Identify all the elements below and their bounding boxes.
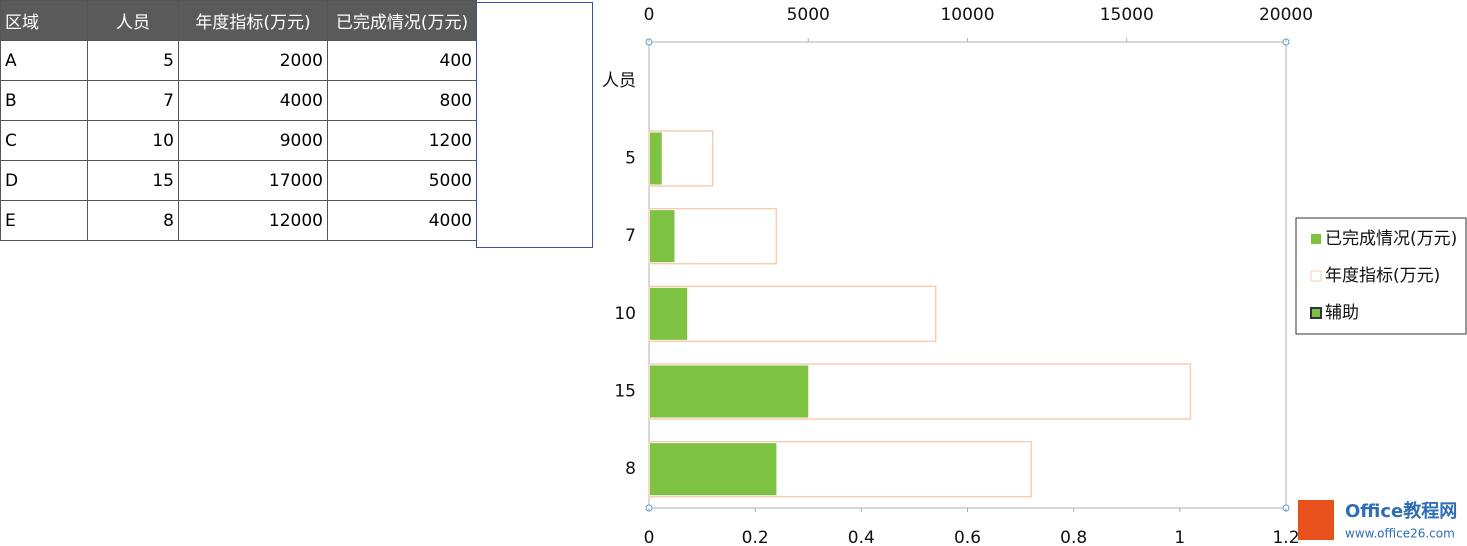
row: A 5 2000 400	[0, 40, 477, 81]
top-tick-label: 0	[644, 5, 655, 25]
watermark-url: www.office26.com	[1345, 527, 1455, 541]
y-tick-label: 人员	[602, 71, 636, 91]
bar	[650, 210, 675, 263]
legend-label: 已完成情况(万元)	[1325, 229, 1457, 249]
header-row: 区域 人员 年度指标(万元) 已完成情况(万元)	[0, 0, 477, 41]
bottom-tick-label: 1	[1174, 528, 1185, 546]
y-tick-label: 5	[625, 149, 636, 169]
cell: C	[0, 120, 88, 161]
legend-swatch	[1310, 270, 1322, 282]
cell: 9000	[178, 120, 328, 161]
cell: 2000	[178, 40, 328, 81]
bottom-tick-label: 1.2	[1272, 528, 1299, 546]
bottom-tick-label: 0.2	[742, 528, 769, 546]
bar	[650, 287, 688, 340]
legend-label: 辅助	[1325, 303, 1359, 323]
cell: 5	[87, 40, 179, 81]
bottom-tick-label: 0	[644, 528, 655, 546]
bar	[650, 443, 777, 496]
y-tick-label: 8	[625, 459, 636, 479]
row: E 8 12000 4000	[0, 200, 477, 241]
cell: A	[0, 40, 88, 81]
legend-swatch	[1310, 307, 1322, 319]
top-tick-label: 10000	[940, 5, 994, 25]
legend-swatch	[1311, 234, 1321, 244]
top-tick-label: 15000	[1100, 5, 1154, 25]
y-tick-label: 7	[625, 226, 636, 246]
cell: 4000	[327, 200, 477, 241]
cell: 800	[327, 80, 477, 121]
bar	[650, 365, 809, 418]
row: C 10 9000 1200	[0, 120, 477, 161]
cell: 7	[87, 80, 179, 121]
cell: 4000	[178, 80, 328, 121]
cell: B	[0, 80, 88, 121]
header-cell: 区域	[0, 0, 88, 41]
y-tick-label: 10	[614, 304, 636, 324]
top-tick-label: 20000	[1259, 5, 1313, 25]
plot-area	[648, 41, 1287, 509]
bottom-tick-label: 0.8	[1060, 528, 1087, 546]
top-tick-label: 5000	[787, 5, 830, 25]
cell: 17000	[178, 160, 328, 201]
bar	[648, 285, 937, 343]
row: B 7 4000 800	[0, 80, 477, 121]
bar	[650, 132, 662, 185]
watermark: Office教程网	[1345, 500, 1457, 522]
cell: 5000	[327, 160, 477, 201]
header-cell: 已完成情况(万元)	[327, 0, 477, 41]
selection-box	[476, 2, 593, 248]
cell: 12000	[178, 200, 328, 241]
row: D 15 17000 5000	[0, 160, 477, 201]
logo-icon	[1298, 500, 1334, 540]
legend-label: 年度指标(万元)	[1325, 266, 1440, 286]
spreadsheet-table: 区域 人员 年度指标(万元) 已完成情况(万元) A 5 2000 400 B 7 4000 800 C…	[0, 0, 477, 241]
cell: 8	[87, 200, 179, 241]
bottom-tick-label: 0.4	[848, 528, 875, 546]
legend-box	[1295, 217, 1467, 335]
cell: E	[0, 200, 88, 241]
bottom-tick-label: 0.6	[954, 528, 981, 546]
y-tick-label: 15	[614, 382, 636, 402]
